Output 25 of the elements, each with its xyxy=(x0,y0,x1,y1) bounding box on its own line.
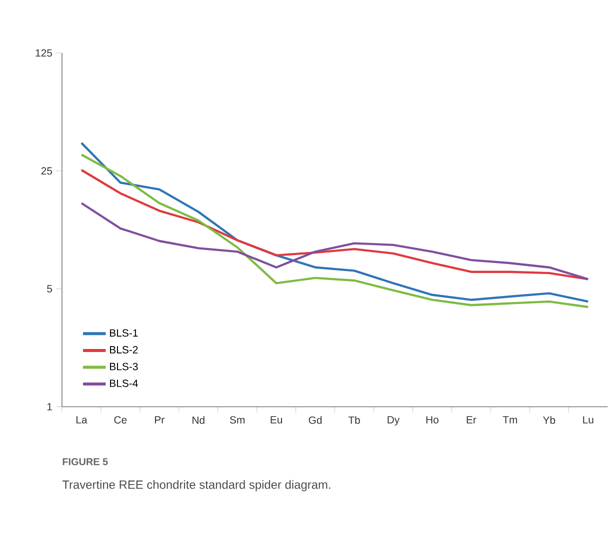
caption: FIGURE 5 xyxy=(62,458,108,466)
y-tick-label: 25 xyxy=(41,167,52,175)
x-tick-label: Pr xyxy=(155,416,164,424)
y-tick-label: 5 xyxy=(47,285,52,293)
legend-label: BLS-1 xyxy=(110,329,138,337)
x-tick-label: Nd xyxy=(192,416,204,424)
x-tick-label: Ce xyxy=(114,416,127,424)
legend-label: BLS-4 xyxy=(110,380,138,388)
y-tick-label: 125 xyxy=(36,49,52,57)
x-tick-label: Sm xyxy=(230,416,244,424)
text: Travertine REE chondrite standard spider diagram. xyxy=(62,480,330,492)
x-tick-label: Er xyxy=(466,416,476,424)
x-tick-label: La xyxy=(76,416,88,424)
x-tick-label: Eu xyxy=(270,416,282,424)
legend-label: BLS-2 xyxy=(110,346,138,354)
x-tick-label: Lu xyxy=(583,416,594,424)
line-series xyxy=(80,202,590,280)
x-tick-label: Tm xyxy=(502,416,518,424)
x-tick-label: Gd xyxy=(308,416,322,424)
x-tick-label: Dy xyxy=(388,416,400,426)
x-tick-label: Ho xyxy=(426,416,438,424)
x-tick-label: Tb xyxy=(348,416,360,424)
x-tick-label: Yb xyxy=(542,416,556,424)
y-tick-label: 1 xyxy=(47,403,52,410)
legend-label: BLS-3 xyxy=(110,363,138,370)
